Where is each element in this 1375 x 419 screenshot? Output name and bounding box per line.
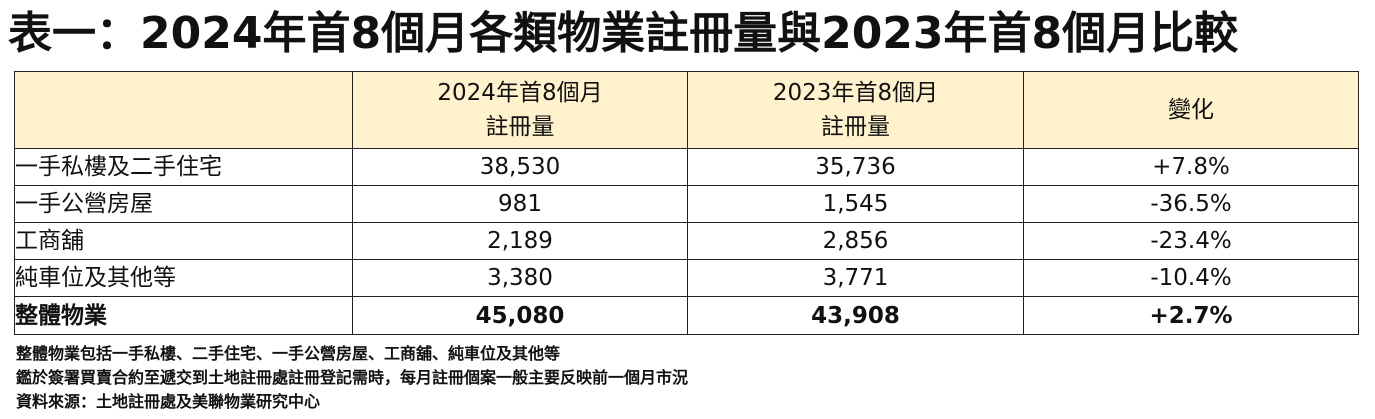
table-row: 一手私樓及二手住宅 38,530 35,736 +7.8% xyxy=(14,148,1359,186)
header-2024-line2: 註冊量 xyxy=(485,114,555,140)
row-category: 一手私樓及二手住宅 xyxy=(14,148,353,186)
row-2023-value: 1,545 xyxy=(687,185,1024,223)
table-row: 工商舖 2,189 2,856 -23.4% xyxy=(14,222,1359,260)
footnote-timing: 鑑於簽署買賣合約至遞交到土地註冊處註冊登記需時，每月註冊個案一般主要反映前一個月… xyxy=(16,368,689,387)
row-2023-value: 3,771 xyxy=(687,259,1024,297)
row-2024-value: 2,189 xyxy=(352,222,688,260)
row-2024-value: 981 xyxy=(352,185,688,223)
header-2024-registrations: 2024年首8個月 註冊量 xyxy=(352,71,688,149)
header-2023-registrations: 2023年首8個月 註冊量 xyxy=(687,71,1024,149)
row-2023-value: 35,736 xyxy=(687,148,1024,186)
total-2024-value: 45,080 xyxy=(352,296,688,335)
footnote-scope: 整體物業包括一手私樓、二手住宅、一手公營房屋、工商舖、純車位及其他等 xyxy=(16,344,561,363)
header-2023-line2: 註冊量 xyxy=(821,114,890,140)
row-2023-value: 2,856 xyxy=(687,222,1024,260)
row-change-value: +7.8% xyxy=(1023,148,1359,186)
row-category: 工商舖 xyxy=(14,222,353,260)
header-2023-line1: 2023年首8個月 xyxy=(772,80,939,106)
header-change: 變化 xyxy=(1023,71,1359,149)
total-category: 整體物業 xyxy=(14,296,353,335)
row-2024-value: 38,530 xyxy=(352,148,688,186)
registration-comparison-table: 2024年首8個月 註冊量 2023年首8個月 註冊量 變化 一手私樓及二手住宅… xyxy=(14,71,1359,335)
footnote-source: 資料來源：土地註冊處及美聯物業研究中心 xyxy=(16,392,321,411)
table-row: 一手公營房屋 981 1,545 -36.5% xyxy=(14,185,1359,223)
row-change-value: -10.4% xyxy=(1023,259,1359,297)
row-change-value: -23.4% xyxy=(1023,222,1359,260)
header-change-label: 變化 xyxy=(1168,97,1214,123)
footnotes: 整體物業包括一手私樓、二手住宅、一手公營房屋、工商舖、純車位及其他等 鑑於簽署買… xyxy=(16,342,688,414)
header-2024-line1: 2024年首8個月 xyxy=(437,80,603,106)
table-header-row: 2024年首8個月 註冊量 2023年首8個月 註冊量 變化 xyxy=(14,71,1359,149)
table-total-row: 整體物業 45,080 43,908 +2.7% xyxy=(14,296,1359,335)
total-2023-value: 43,908 xyxy=(687,296,1024,335)
table-row: 純車位及其他等 3,380 3,771 -10.4% xyxy=(14,259,1359,297)
row-category: 純車位及其他等 xyxy=(14,259,353,297)
row-2024-value: 3,380 xyxy=(352,259,688,297)
row-category: 一手公營房屋 xyxy=(14,185,353,223)
total-change-value: +2.7% xyxy=(1023,296,1359,335)
row-change-value: -36.5% xyxy=(1023,185,1359,223)
page-title: 表一：2024年首8個月各類物業註冊量與2023年首8個月比較 xyxy=(8,8,1239,59)
header-category xyxy=(14,71,353,149)
